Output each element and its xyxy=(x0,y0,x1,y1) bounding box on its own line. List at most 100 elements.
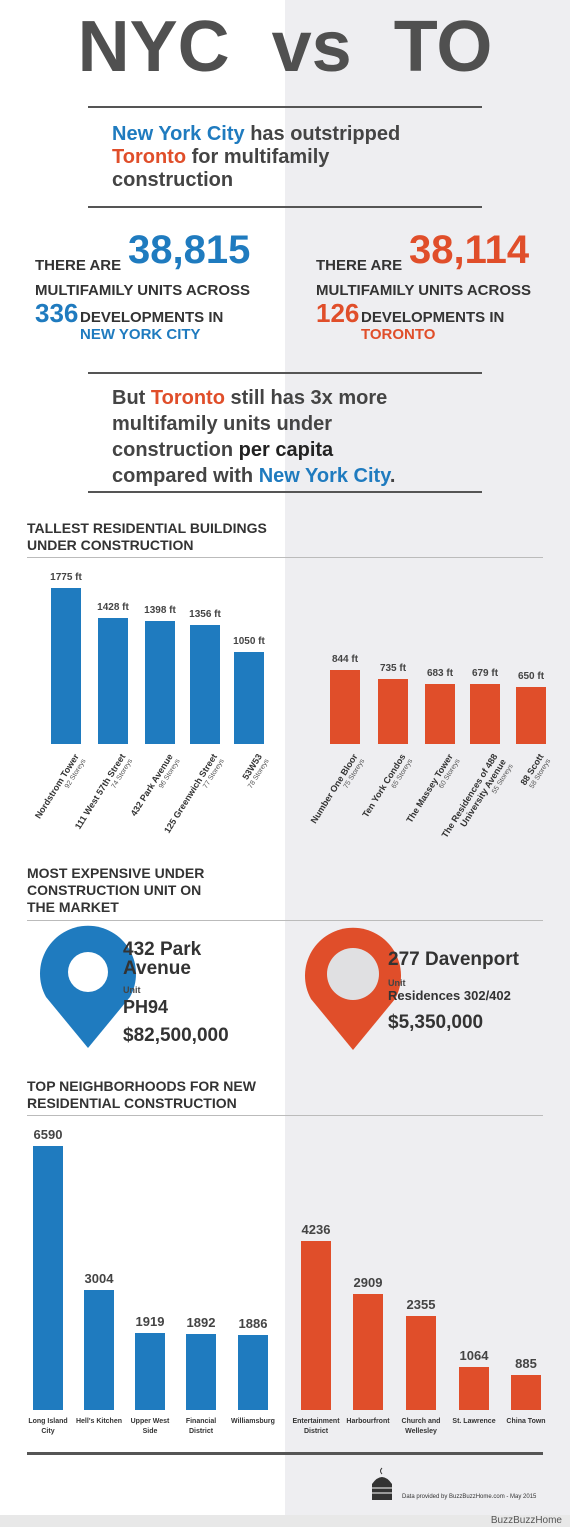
stat-text: MULTIFAMILY UNITS ACROSS xyxy=(35,282,251,299)
x-tick-label: Harbourfront xyxy=(346,1418,390,1425)
unit-label: Unit xyxy=(123,985,141,995)
value-label: 1919 xyxy=(135,1314,165,1330)
bar xyxy=(186,1334,216,1410)
stat-number: 126 xyxy=(316,298,360,328)
intro-part: Toronto xyxy=(112,146,187,168)
value-label: 650 ft xyxy=(517,670,545,682)
address: 277 Davenport xyxy=(388,949,519,970)
value-label: 1886 xyxy=(238,1315,268,1331)
bar xyxy=(378,679,408,744)
unit: Residences 302/402 xyxy=(388,988,511,1003)
text-part: But xyxy=(112,387,151,409)
value-label: 1775 ft xyxy=(50,571,82,583)
text-part: per capita xyxy=(238,439,334,461)
value-label: 1428 ft xyxy=(97,602,129,614)
intro-part: for multifamily construction xyxy=(112,146,330,191)
bar xyxy=(425,683,455,744)
bar xyxy=(190,624,220,744)
x-tick-label: Entertainment District xyxy=(292,1418,340,1435)
intro: New York City has outstripped Toronto fo… xyxy=(112,123,412,192)
pin-hole xyxy=(68,952,108,992)
logo xyxy=(372,1467,392,1500)
pin-hole xyxy=(327,948,379,1000)
value-label: 6590 xyxy=(33,1127,63,1143)
x-tick-label: Financial District xyxy=(185,1418,217,1435)
source: Data provided by BuzzBuzzHome.com - May … xyxy=(402,1494,537,1500)
stat-text: DEVELOPMENTS IN xyxy=(361,309,505,326)
value-label: 683 ft xyxy=(426,667,454,679)
text-part: still has 3x more multifamily units unde… xyxy=(112,387,388,461)
text-part: . xyxy=(389,465,396,487)
bar xyxy=(145,620,175,744)
value-label: 735 ft xyxy=(379,663,407,675)
bar xyxy=(84,1289,114,1410)
value-label: 1064 xyxy=(459,1348,489,1364)
section-heading: MOST EXPENSIVE UNDER CONSTRUCTION UNIT O… xyxy=(27,865,205,915)
rule xyxy=(88,206,482,208)
x-tick-label: Long Island City xyxy=(28,1418,68,1435)
value-label: 885 xyxy=(515,1355,537,1371)
bar xyxy=(98,618,128,744)
text-part: Toronto xyxy=(150,387,225,409)
rule xyxy=(27,557,543,558)
bar xyxy=(135,1333,165,1410)
stat-text: MULTIFAMILY UNITS ACROSS xyxy=(316,282,532,299)
intro-part: has outstripped xyxy=(244,123,401,145)
value-label: 844 ft xyxy=(331,653,359,665)
bar xyxy=(33,1146,63,1410)
section-heading: TALLEST RESIDENTIAL BUILDINGS UNDER CONS… xyxy=(27,520,267,553)
bar xyxy=(234,651,264,744)
rule xyxy=(27,920,543,921)
section-heading: TOP NEIGHBORHOODS FOR NEW RESIDENTIAL CO… xyxy=(27,1078,256,1111)
unit-label: Unit xyxy=(388,978,406,988)
right-panel xyxy=(285,0,570,1515)
bar xyxy=(470,684,500,744)
value-label: 2909 xyxy=(353,1274,383,1290)
text-part: New York City xyxy=(258,465,390,487)
value-label: 679 ft xyxy=(471,668,499,680)
value-label: 1050 ft xyxy=(233,635,265,647)
rule xyxy=(88,372,482,374)
value-label: 4236 xyxy=(301,1221,331,1237)
value-label: 2355 xyxy=(406,1296,436,1312)
bar xyxy=(330,669,360,744)
stat-text: TORONTO xyxy=(361,326,436,343)
intro-part: New York City xyxy=(112,123,245,145)
value-label: 3004 xyxy=(84,1270,114,1286)
unit: PH94 xyxy=(123,997,169,1017)
value-label: 1356 ft xyxy=(189,608,221,620)
stat-number: 336 xyxy=(35,298,79,328)
rule xyxy=(27,1452,543,1455)
x-tick-label: St. Lawrence xyxy=(452,1418,496,1425)
title: NYC vs TO xyxy=(77,7,493,87)
bar xyxy=(459,1367,489,1410)
stat-text: DEVELOPMENTS IN xyxy=(80,309,224,326)
x-tick-label: Upper West Side xyxy=(130,1418,170,1435)
price: $82,500,000 xyxy=(123,1025,229,1046)
x-tick-label: Hell's Kitchen xyxy=(75,1418,122,1425)
bar xyxy=(511,1374,541,1410)
pins xyxy=(40,925,402,1050)
footer-strip xyxy=(0,1515,570,1527)
bar xyxy=(353,1293,383,1410)
stat-text: THERE ARE xyxy=(35,257,122,274)
rule xyxy=(88,491,482,493)
x-tick-label: Church and Wellesley xyxy=(401,1418,441,1435)
stat-number: 38,114 xyxy=(409,228,530,272)
per-capita: But Toronto still has 3x more multifamil… xyxy=(112,385,432,489)
bar xyxy=(51,587,81,744)
bar xyxy=(301,1240,331,1410)
bar xyxy=(516,686,546,744)
value-label: 1398 ft xyxy=(144,604,176,616)
bar xyxy=(238,1334,268,1410)
stat-text: NEW YORK CITY xyxy=(80,326,201,343)
bar xyxy=(406,1315,436,1410)
rule xyxy=(88,106,482,108)
rule xyxy=(27,1115,543,1116)
stat-number: 38,815 xyxy=(128,228,251,272)
address: 432 Park Avenue xyxy=(123,939,202,979)
price: $5,350,000 xyxy=(388,1012,484,1033)
x-tick-label: China Town xyxy=(506,1418,546,1425)
brand: BuzzBuzzHome xyxy=(490,1515,562,1526)
